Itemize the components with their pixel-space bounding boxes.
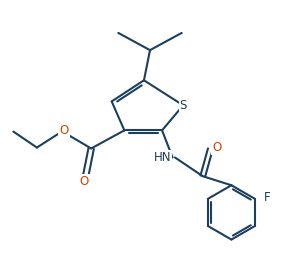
Text: O: O	[80, 175, 89, 187]
Text: HN: HN	[154, 151, 171, 164]
Text: O: O	[59, 124, 69, 138]
Text: F: F	[263, 191, 270, 204]
Text: S: S	[179, 99, 187, 112]
Text: O: O	[212, 141, 221, 154]
